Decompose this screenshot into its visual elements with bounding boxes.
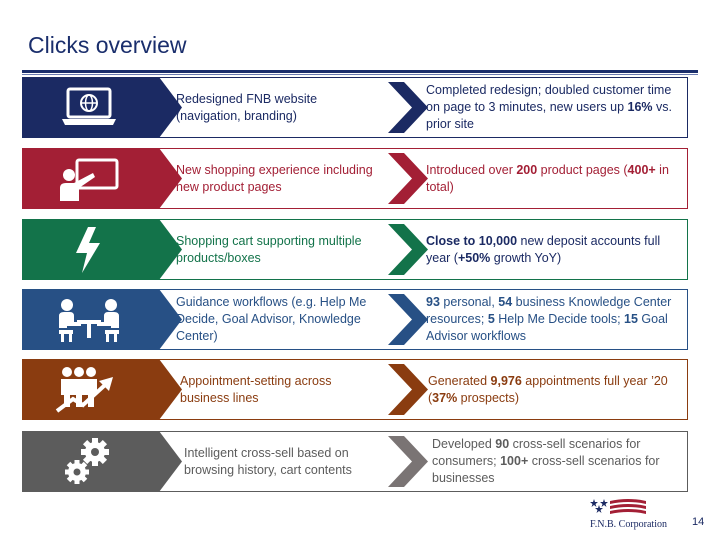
meeting-icon	[36, 293, 142, 346]
initiative-row-cross-sell: Intelligent cross-sell based on browsing…	[22, 431, 688, 492]
result-text-segment: prospects)	[457, 390, 520, 405]
result-text-segment: Developed	[432, 437, 496, 451]
initiative-label: Guidance workflows (e.g. Help Me Decide,…	[176, 295, 367, 343]
initiative-row-shopping: New shopping experience including new pr…	[22, 148, 688, 209]
page-title: Clicks overview	[28, 32, 187, 58]
result-text-content: Developed 90 cross-sell scenarios for co…	[432, 436, 684, 487]
result-text-segment: growth YoY)	[490, 250, 562, 265]
result-text-segment: Help Me Decide tools;	[494, 312, 625, 326]
result-text-segment: Generated	[428, 373, 491, 388]
result-text-content: 93 personal, 54 business Knowledge Cente…	[426, 294, 684, 345]
website-globe-icon	[36, 81, 142, 134]
gears-icon	[36, 435, 142, 488]
result-text-segment: appointments full year ’20 (	[428, 373, 668, 405]
result-text-segment: personal,	[439, 295, 499, 309]
highlight-figure: 200	[516, 162, 538, 177]
result-text-segment: vs. prior site	[426, 100, 672, 131]
initiative-row-appointments: Appointment-setting across business line…	[22, 359, 688, 420]
highlight-figure: 37%	[432, 390, 458, 405]
result-text-segment: Introduced over	[426, 162, 517, 177]
result-text-segment: business Knowledge Center resources;	[426, 295, 672, 326]
result-text-segment: cross-sell scenarios for businesses	[432, 454, 660, 485]
title-divider	[22, 70, 698, 73]
result-text: 93 personal, 54 business Knowledge Cente…	[426, 289, 684, 350]
result-text: Introduced over 200 product pages (400+ …	[426, 148, 684, 209]
highlight-figure: 400+	[627, 162, 656, 177]
row-color-band	[22, 219, 182, 280]
highlight-figure: 54	[498, 295, 513, 309]
result-text: Completed redesign; doubled customer tim…	[426, 77, 684, 138]
result-text: Developed 90 cross-sell scenarios for co…	[426, 431, 684, 492]
title-divider-thin	[22, 74, 698, 75]
initiative-row-website: Redesigned FNB website (navigation, bran…	[22, 77, 688, 138]
highlight-figure: 5	[487, 312, 495, 326]
growth-people-icon	[36, 363, 142, 416]
initiative-label: Intelligent cross-sell based on browsing…	[184, 445, 352, 477]
result-text-content: Close to 10,000 new deposit accounts ful…	[426, 233, 684, 267]
highlight-figure: 90	[495, 437, 510, 451]
row-color-band	[22, 289, 182, 350]
result-text-content: Completed redesign; doubled customer tim…	[426, 82, 684, 133]
page-number: 14	[692, 516, 705, 528]
result-text-segment: Goal Advisor workflows	[426, 312, 668, 343]
initiative-label: New shopping experience including new pr…	[176, 162, 373, 194]
result-text-segment: new deposit accounts full year (	[426, 233, 661, 265]
result-text-content: Introduced over 200 product pages (400+ …	[426, 162, 684, 196]
highlight-figure: 93	[426, 295, 440, 309]
result-text-segment: product pages (	[537, 162, 628, 177]
result-text-segment: in total)	[426, 162, 669, 194]
result-text-content: Generated 9,976 appointments full year ’…	[428, 373, 684, 407]
fnb-logo-icon	[590, 499, 646, 514]
initiative-row-cart: Shopping cart supporting multiple produc…	[22, 219, 688, 280]
result-text-segment: cross-sell scenarios for consumers;	[432, 437, 641, 468]
initiative-label: Shopping cart supporting multiple produc…	[176, 233, 362, 265]
highlight-figure: 15	[624, 312, 638, 326]
highlight-figure: 100+	[500, 454, 529, 468]
highlight-figure: Close to 10,000	[426, 233, 518, 248]
initiative-label: Appointment-setting across business line…	[180, 373, 332, 405]
result-text: Close to 10,000 new deposit accounts ful…	[426, 219, 684, 280]
initiative-label: Redesigned FNB website (navigation, bran…	[176, 91, 318, 123]
lightning-icon	[36, 223, 142, 276]
presentation-icon	[36, 152, 142, 205]
result-text-segment: Completed redesign; doubled customer tim…	[426, 83, 672, 114]
highlight-figure: 9,976	[490, 373, 522, 388]
highlight-figure: 16%	[627, 100, 653, 114]
company-logo-text: F.N.B. Corporation	[590, 519, 667, 530]
highlight-figure: +50%	[457, 250, 491, 265]
result-text: Generated 9,976 appointments full year ’…	[426, 359, 684, 420]
initiative-row-guidance: Guidance workflows (e.g. Help Me Decide,…	[22, 289, 688, 350]
